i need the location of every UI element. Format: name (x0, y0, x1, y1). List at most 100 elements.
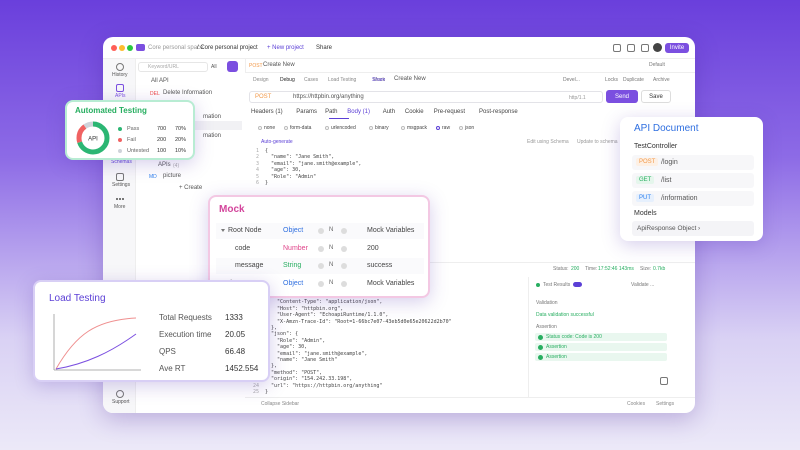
toggle[interactable] (318, 263, 324, 269)
subtab[interactable]: Mock (373, 77, 385, 83)
param-tab[interactable]: Post-response (479, 109, 518, 115)
url-box[interactable] (249, 91, 603, 103)
share-tab[interactable]: Share (372, 77, 386, 83)
tree-item[interactable]: picture (163, 173, 182, 179)
workspace[interactable]: Core personal space (148, 45, 204, 51)
subtab[interactable]: Debug (280, 77, 295, 83)
radio[interactable] (459, 126, 463, 130)
toggle[interactable] (573, 282, 582, 287)
send-button[interactable]: Send (606, 90, 638, 103)
project[interactable]: / Core personal project (197, 45, 258, 51)
param-tab[interactable]: Pre-request (433, 109, 466, 115)
share[interactable]: Share (316, 45, 333, 51)
param-tab[interactable]: Params (296, 109, 317, 115)
apis-icon[interactable] (116, 84, 124, 92)
rail-schemas[interactable]: Schemas (111, 159, 132, 165)
subtab[interactable]: Cases (304, 77, 319, 83)
radio[interactable] (325, 126, 329, 130)
search-placeholder[interactable]: Keyword/URL (148, 64, 179, 70)
request-url[interactable]: https://httpbin.org/anything (293, 94, 364, 100)
param-tab[interactable]: Body (1) (347, 109, 370, 115)
cookies[interactable]: Cookies (627, 401, 646, 407)
endpoint-row[interactable] (632, 173, 754, 188)
subtab[interactable]: Design (253, 77, 269, 83)
rail-history[interactable]: History (112, 72, 128, 78)
body-type[interactable]: raw (442, 125, 451, 131)
save-button[interactable]: Save (641, 90, 671, 103)
invite-button[interactable]: Invite (665, 43, 689, 53)
validate[interactable]: Validate ... (631, 282, 655, 288)
icon[interactable] (627, 44, 635, 52)
edit-schema[interactable]: Edit using Schema (527, 139, 569, 145)
filter[interactable]: All (211, 64, 217, 70)
tab-name[interactable]: Create New (263, 62, 295, 68)
tree-item[interactable]: Delete Information (163, 90, 213, 96)
footer-settings[interactable]: Settings (656, 401, 675, 407)
toggle[interactable] (341, 245, 347, 252)
radio[interactable] (258, 126, 262, 130)
icon[interactable] (613, 44, 621, 52)
toggle[interactable] (318, 228, 324, 234)
more-icon[interactable] (116, 198, 124, 200)
request-method[interactable]: POST (255, 94, 272, 100)
update-schema[interactable]: Update to schema (577, 139, 618, 145)
min-dot[interactable] (119, 45, 125, 51)
legend-pct: 70% (175, 126, 187, 132)
rail-settings[interactable]: Settings (112, 182, 131, 188)
history-icon[interactable] (116, 63, 124, 71)
body-type[interactable]: json (465, 125, 475, 131)
endpoint-path[interactable]: /login (661, 159, 678, 166)
auto-generate[interactable]: Auto-generate (261, 139, 293, 145)
search-box[interactable] (138, 62, 208, 72)
env-default[interactable]: Default (649, 62, 665, 68)
close-dot[interactable] (111, 45, 117, 51)
locks[interactable]: Locks (605, 77, 619, 83)
body-type[interactable]: msgpack (407, 125, 428, 131)
endpoint-row[interactable] (632, 155, 754, 170)
support-icon[interactable] (116, 390, 124, 398)
param-tab[interactable]: Auth (382, 109, 396, 115)
toggle[interactable] (318, 280, 324, 287)
body-type[interactable]: binary (375, 125, 389, 131)
param-tab[interactable]: Cookie (404, 109, 424, 115)
tree-item[interactable]: mation (203, 133, 222, 139)
http-version[interactable]: http/1.1 (569, 95, 586, 101)
subtab[interactable]: Load Testing (328, 77, 357, 83)
radio[interactable] (369, 126, 373, 130)
duplicate[interactable]: Duplicate (623, 77, 644, 83)
toggle[interactable] (318, 245, 324, 252)
param-tab[interactable]: Path (325, 109, 338, 115)
endpoint-row[interactable] (632, 191, 754, 206)
env[interactable]: Devel... (563, 77, 580, 83)
toggle[interactable] (341, 280, 347, 287)
body-type[interactable]: urlencoded (331, 125, 356, 131)
toggle[interactable] (341, 263, 347, 269)
collapse-sidebar[interactable]: Collapse Sidebar (261, 401, 300, 407)
all-api[interactable]: All API (151, 78, 169, 84)
tree-item[interactable]: mation (203, 114, 222, 120)
icon[interactable] (660, 377, 668, 385)
body-type[interactable]: form-data (290, 125, 312, 131)
avatar[interactable] (653, 43, 662, 52)
rail-more[interactable]: More (114, 204, 126, 210)
radio[interactable] (284, 126, 288, 130)
endpoint-path[interactable]: /information (661, 195, 698, 202)
endpoint-path[interactable]: /list (661, 177, 672, 184)
add-button[interactable] (227, 61, 238, 72)
archive[interactable]: Archive (653, 77, 670, 83)
body-type[interactable]: none (264, 125, 276, 131)
model-row[interactable] (632, 221, 754, 236)
model[interactable]: ApiResponse Object › (637, 225, 701, 232)
settings-icon[interactable] (116, 173, 124, 181)
new-project[interactable]: + New project (267, 45, 304, 51)
rail-support[interactable]: Support (112, 399, 130, 405)
tree-folder[interactable]: APIs (158, 162, 171, 168)
radio[interactable] (436, 126, 440, 130)
toggle[interactable] (341, 228, 347, 234)
param-tab[interactable]: Headers (1) (251, 109, 283, 115)
radio[interactable] (401, 126, 405, 130)
tree-create[interactable]: + Create (179, 185, 203, 191)
icon[interactable] (641, 44, 649, 52)
max-dot[interactable] (127, 45, 133, 51)
rail-apis[interactable]: APIs (115, 93, 126, 99)
